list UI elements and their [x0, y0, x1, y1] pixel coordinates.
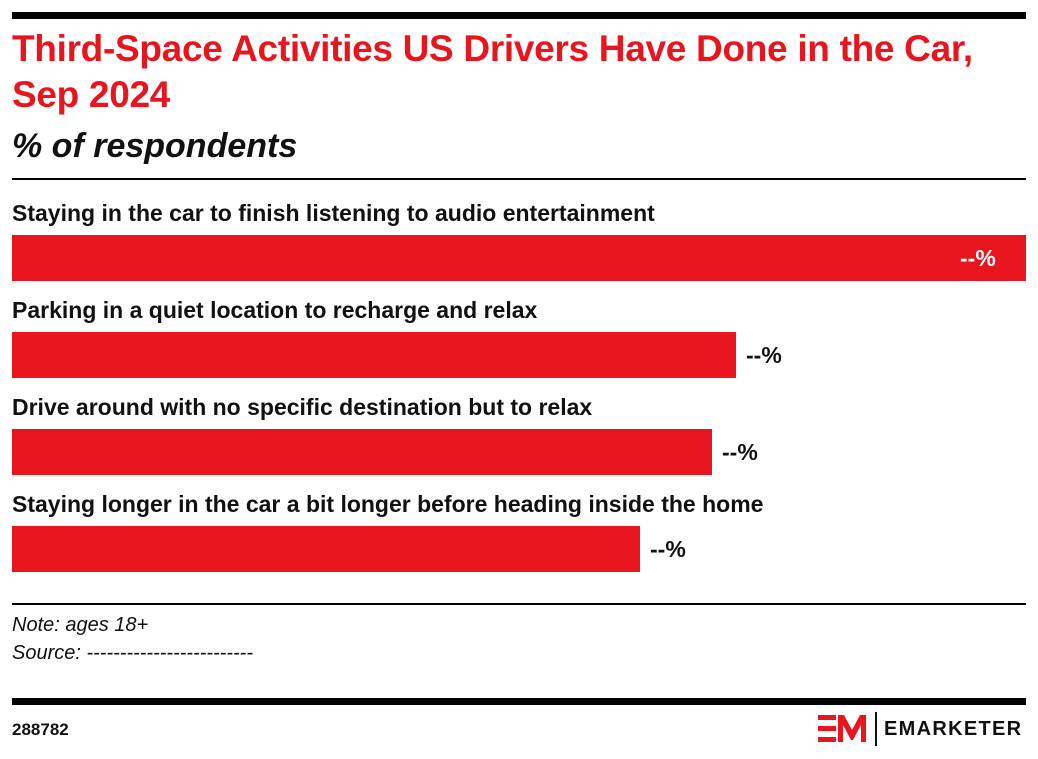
- bar-label: Staying longer in the car a bit longer b…: [12, 491, 764, 517]
- bar-label: Parking in a quiet location to recharge …: [12, 297, 538, 323]
- bar-value-label: --%: [746, 342, 782, 368]
- bar: [12, 332, 736, 378]
- chart-subtitle: % of respondents: [12, 127, 298, 165]
- bar-value-label: --%: [722, 439, 758, 465]
- source-text: Source: -------------------------: [12, 642, 253, 664]
- bar: [12, 429, 712, 475]
- top-rule: [12, 12, 1026, 19]
- logo-divider: [875, 712, 877, 746]
- chart-title: Third-Space Activities US Drivers Have D…: [12, 28, 973, 115]
- bottom-rule: [12, 698, 1026, 705]
- bar: [12, 235, 1026, 281]
- bar-value-label: --%: [650, 536, 686, 562]
- brand-name: EMARKETER: [884, 718, 1023, 740]
- footer-rule: [12, 603, 1026, 605]
- bar-label: Drive around with no specific destinatio…: [12, 394, 593, 420]
- bar: [12, 526, 640, 572]
- note-text: Note: ages 18+: [12, 614, 149, 636]
- bar-value-label: --%: [960, 245, 996, 271]
- chart-id: 288782: [12, 720, 69, 739]
- bar-label: Staying in the car to finish listening t…: [12, 200, 655, 226]
- emarketer-logo[interactable]: EMARKETER: [818, 712, 1026, 746]
- em-logo-icon: [818, 715, 866, 742]
- header-rule: [12, 178, 1026, 180]
